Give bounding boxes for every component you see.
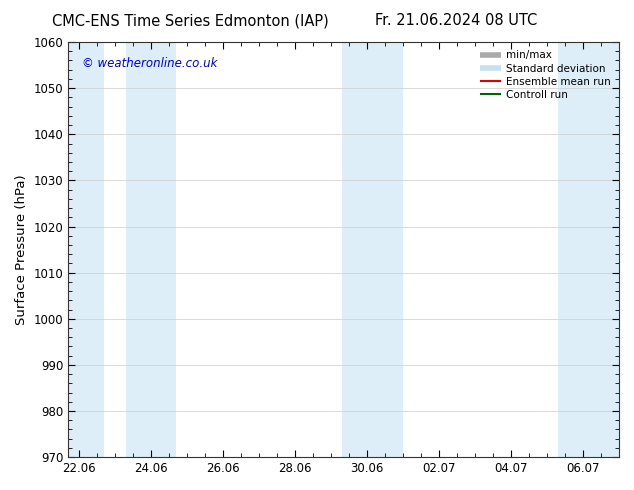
Y-axis label: Surface Pressure (hPa): Surface Pressure (hPa)	[15, 174, 28, 325]
Text: Fr. 21.06.2024 08 UTC: Fr. 21.06.2024 08 UTC	[375, 13, 538, 28]
Bar	[342, 42, 403, 457]
Bar	[68, 42, 104, 457]
Bar	[558, 42, 619, 457]
Legend: min/max, Standard deviation, Ensemble mean run, Controll run: min/max, Standard deviation, Ensemble me…	[477, 47, 614, 103]
Text: © weatheronline.co.uk: © weatheronline.co.uk	[82, 56, 217, 70]
Text: CMC-ENS Time Series Edmonton (IAP): CMC-ENS Time Series Edmonton (IAP)	[52, 13, 328, 28]
Bar	[126, 42, 176, 457]
